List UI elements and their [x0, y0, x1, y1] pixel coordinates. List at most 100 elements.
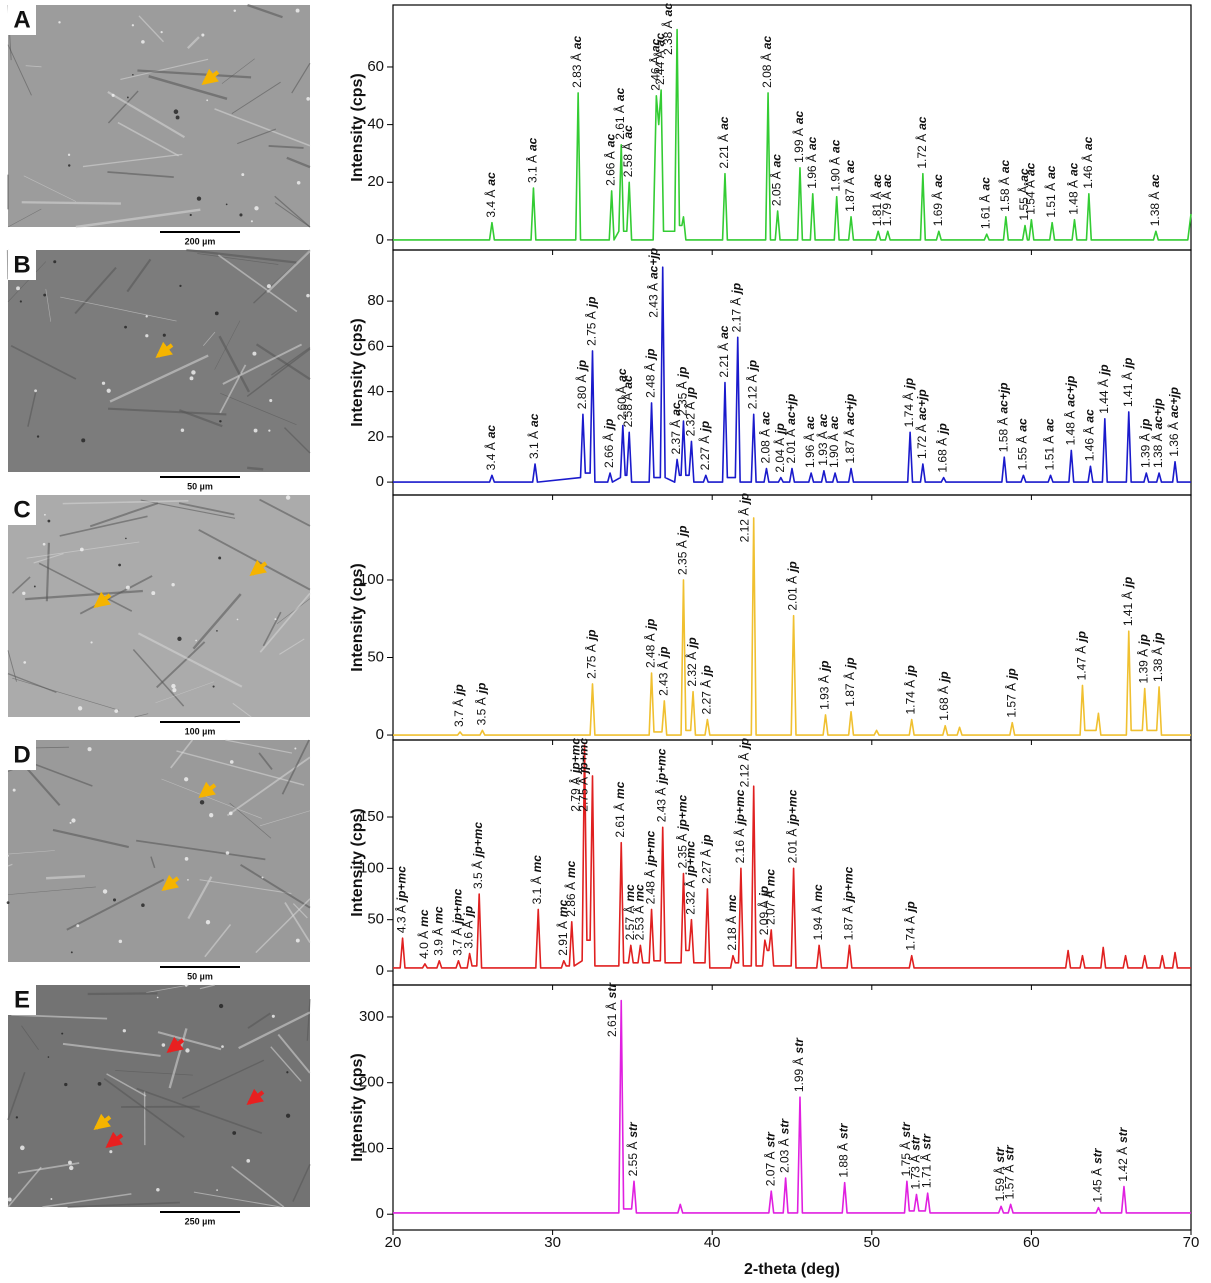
- x-tick-label: 40: [704, 1234, 721, 1251]
- peak-phase: ac: [613, 87, 627, 101]
- texture: [254, 206, 258, 210]
- texture: [157, 997, 159, 999]
- peak-d-spacing: 3.4 Å: [483, 190, 498, 218]
- texture: [179, 285, 181, 287]
- y-axis-title: Intensity (cps): [349, 318, 366, 426]
- peak-phase: mc: [431, 906, 445, 924]
- peak-phase: jp: [1151, 633, 1165, 646]
- peak-d-spacing: 2.08 Å: [758, 429, 773, 464]
- peak-label: 1.54 Åac: [1023, 162, 1038, 214]
- peak-d-spacing: 2.32 Å: [683, 880, 698, 915]
- scale-bar-label: 50 µm: [187, 971, 213, 981]
- texture: [90, 641, 92, 643]
- texture: [132, 24, 134, 26]
- peak-phase: jp: [1137, 634, 1151, 647]
- peak-label: 2.58 Åac: [620, 125, 635, 177]
- peak-label: 2.55 Åstr: [625, 1121, 640, 1176]
- peak-d-spacing: 2.27 Å: [699, 849, 714, 884]
- peak-label: 2.21 Åac: [716, 325, 731, 377]
- peak-d-spacing: 1.55 Å: [1015, 436, 1030, 471]
- peak-d-spacing: 2.01 Å: [785, 829, 800, 864]
- peak-phase: ac+jp: [1063, 376, 1077, 407]
- peak-d-spacing: 2.12 Å: [737, 508, 752, 543]
- texture: [16, 286, 20, 290]
- peak-label: 1.94 Åmc: [810, 884, 825, 940]
- peak-d-spacing: 1.58 Å: [995, 418, 1010, 453]
- texture: [294, 748, 296, 750]
- texture: [306, 294, 310, 298]
- peak-phase: ac: [1148, 174, 1162, 188]
- peak-phase: jp: [1097, 364, 1111, 377]
- peak-d-spacing: 2.83 Å: [569, 53, 584, 88]
- peak-phase: ac: [915, 116, 929, 130]
- peak-d-spacing: 2.12 Å: [737, 753, 752, 788]
- peak-d-spacing: 1.74 Å: [903, 680, 918, 715]
- peak-phase: jp: [1121, 577, 1135, 590]
- peak-d-spacing: 1.47 Å: [1074, 646, 1089, 681]
- peak-phase: str: [778, 1118, 792, 1135]
- y-tick-label: 60: [367, 337, 384, 354]
- peak-phase: ac+jp: [1167, 387, 1181, 418]
- y-tick-label: 60: [367, 58, 384, 75]
- peak-d-spacing: 1.45 Å: [1090, 1168, 1105, 1203]
- peak-label: 2.32 Åjp: [683, 387, 698, 436]
- sem-image-panel: A200 µm: [8, 5, 310, 246]
- peak-phase: str: [792, 1037, 806, 1054]
- texture: [125, 538, 127, 540]
- peak-phase: mc: [811, 884, 825, 902]
- peak-phase: ac: [805, 136, 819, 150]
- peak-label: 2.27 Åjp: [697, 421, 712, 470]
- peak-label: 1.39 Åjp: [1137, 419, 1152, 468]
- peak-phase: ac: [759, 411, 773, 425]
- texture: [161, 31, 163, 33]
- texture: [114, 709, 118, 713]
- peak-d-spacing: 1.72 Å: [914, 424, 929, 459]
- peak-phase: ac: [1024, 162, 1038, 176]
- peak-d-spacing: 1.69 Å: [930, 192, 945, 227]
- peak-d-spacing: 3.1 Å: [525, 155, 540, 183]
- peak-d-spacing: 1.87 Å: [842, 672, 857, 707]
- texture: [272, 1015, 275, 1018]
- texture: [88, 747, 92, 751]
- peak-d-spacing: 2.07 Å: [762, 890, 777, 925]
- peak-phase: ac: [792, 110, 806, 124]
- peak-label: 3.5 Åjp: [474, 683, 489, 726]
- peak-d-spacing: 2.01 Å: [783, 429, 798, 464]
- peak-phase: jp: [730, 283, 744, 296]
- peak-label: 2.43 Åjp: [655, 647, 670, 696]
- peak-label: 1.93 Åjp: [817, 661, 832, 710]
- panel-label: B: [13, 251, 30, 278]
- peak-d-spacing: 1.99 Å: [791, 1057, 806, 1092]
- peak-label: 2.66 Åac: [603, 134, 618, 186]
- texture: [22, 202, 121, 203]
- peak-phase: jp: [1004, 668, 1018, 681]
- peak-d-spacing: 1.36 Å: [1166, 422, 1181, 457]
- peak-label: 2.75 Åjp+mc: [576, 738, 591, 812]
- peak-phase: ac: [760, 36, 774, 50]
- peak-d-spacing: 1.42 Å: [1115, 1147, 1130, 1182]
- peak-phase: jp: [462, 906, 476, 919]
- texture: [251, 220, 253, 222]
- texture: [296, 9, 300, 13]
- peak-d-spacing: 1.44 Å: [1096, 379, 1111, 414]
- peak-phase: jp: [656, 647, 670, 660]
- peak-phase: str: [763, 1131, 777, 1148]
- texture: [215, 311, 219, 315]
- peak-label: 3.9 Åmc: [430, 906, 445, 956]
- peak-label: 1.79 Åac: [879, 174, 894, 226]
- peak-phase: jp+mc: [684, 841, 698, 878]
- peak-phase: jp: [1121, 358, 1135, 371]
- peak-d-spacing: 1.79 Å: [879, 192, 894, 227]
- peak-d-spacing: 2.58 Å: [620, 143, 635, 178]
- peak-d-spacing: 1.48 Å: [1066, 180, 1081, 215]
- texture: [190, 376, 194, 380]
- peak-label: 2.01 Åjp+mc: [785, 789, 800, 863]
- peak-label: 2.12 Åjp: [745, 360, 760, 409]
- peak-label: 1.48 Åac+jp: [1062, 376, 1077, 446]
- peak-d-spacing: 2.32 Å: [683, 402, 698, 437]
- texture: [247, 468, 263, 470]
- peak-label: 1.90 Åac: [828, 139, 843, 191]
- texture: [156, 1188, 160, 1192]
- peak-phase: jp: [1075, 631, 1089, 644]
- peak-phase: str: [1116, 1126, 1130, 1143]
